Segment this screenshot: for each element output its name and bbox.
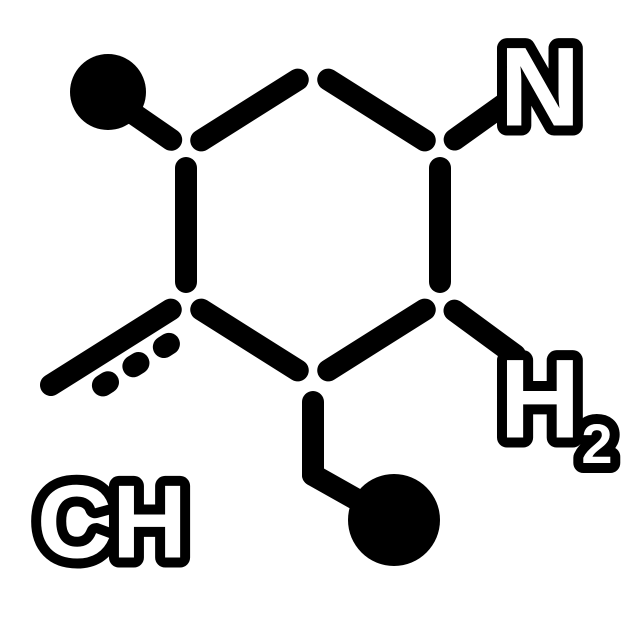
label-H2_sub: 2 bbox=[581, 412, 612, 475]
ring-bond bbox=[328, 310, 425, 371]
molecule-diagram: NNHH22CHCH bbox=[0, 0, 626, 618]
atom-dot_top bbox=[70, 54, 146, 130]
atom-dot_bottom bbox=[348, 474, 440, 566]
label-CH: CH bbox=[37, 464, 187, 580]
label-H: H bbox=[500, 337, 581, 462]
ring-bond bbox=[201, 80, 298, 141]
ring-bond bbox=[328, 80, 425, 141]
label-N: N bbox=[500, 25, 581, 150]
ring-bond bbox=[201, 310, 298, 371]
